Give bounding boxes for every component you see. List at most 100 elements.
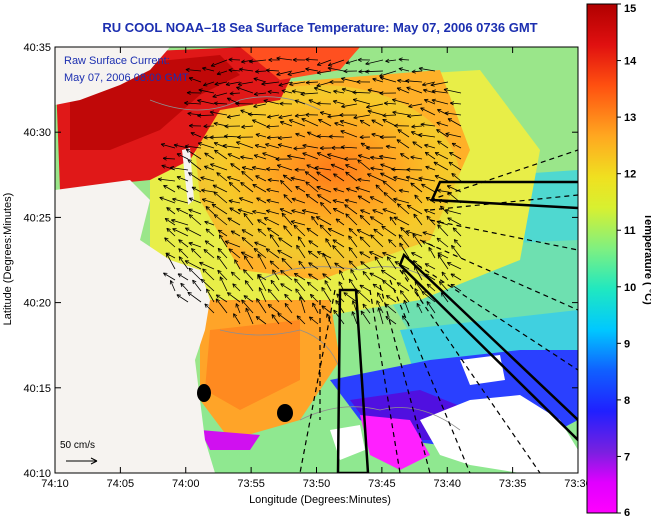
current-vector	[447, 185, 462, 193]
current-vector-head	[411, 124, 416, 129]
current-vector-head	[169, 280, 174, 285]
sst-field	[55, 47, 578, 473]
current-vector	[343, 292, 358, 303]
current-vector-head	[436, 237, 441, 242]
current-vector-head	[307, 250, 313, 255]
current-vector	[302, 209, 319, 215]
current-vector	[399, 242, 410, 259]
current-vector-head	[345, 213, 350, 218]
current-vector	[316, 103, 332, 105]
current-vector-head	[341, 77, 346, 82]
current-vector	[316, 216, 332, 226]
current-vector	[266, 125, 280, 128]
current-vector	[327, 228, 345, 237]
current-vector	[306, 164, 319, 171]
current-vector-head	[382, 208, 387, 213]
current-vector	[280, 283, 293, 292]
current-vector	[204, 303, 215, 314]
current-vector	[369, 251, 384, 259]
current-vector	[437, 224, 449, 237]
current-vector-head	[345, 171, 350, 176]
x-tick-label: 73:50	[303, 478, 331, 490]
current-vector	[176, 294, 189, 303]
current-vector-head	[255, 133, 260, 138]
current-vector	[365, 70, 384, 73]
current-vector	[384, 102, 397, 105]
current-vector-head	[251, 119, 257, 124]
current-vector-head	[447, 118, 453, 123]
current-vector-head	[171, 218, 176, 223]
current-vector	[269, 260, 280, 270]
current-vector-head	[184, 227, 190, 232]
current-vector-head	[377, 292, 381, 297]
current-vector-head	[444, 111, 449, 116]
current-vector	[333, 90, 345, 94]
current-vector	[392, 99, 410, 105]
current-vector-head	[243, 255, 248, 260]
current-vector	[254, 92, 267, 95]
current-vector-head	[287, 71, 292, 76]
current-vector-head	[451, 244, 456, 250]
current-vector	[241, 251, 254, 259]
current-vector-head	[267, 114, 272, 119]
current-vector-head	[344, 204, 349, 209]
colorbar-tick-label: 6	[624, 507, 630, 519]
current-vector-head	[295, 288, 300, 293]
current-vector-head	[365, 69, 370, 74]
y-tick-label: 40:10	[23, 468, 51, 480]
current-vector	[406, 176, 423, 182]
current-vector-head	[240, 155, 245, 160]
current-vector-head	[269, 234, 274, 239]
current-vector	[176, 185, 189, 193]
current-vector-head	[383, 192, 388, 197]
current-vector-head	[294, 167, 299, 172]
current-vector	[295, 133, 306, 138]
colorbar-tick-label: 14	[624, 56, 637, 68]
current-vector	[256, 197, 267, 204]
current-vector	[379, 77, 397, 83]
current-vector	[428, 247, 436, 259]
current-vector-head	[424, 209, 429, 213]
current-vector-head	[371, 119, 376, 124]
current-vector	[340, 146, 358, 149]
dashed-approach-lines	[299, 149, 578, 473]
current-vector-head	[392, 110, 397, 115]
current-vector	[367, 110, 384, 116]
current-vector	[276, 70, 293, 76]
current-vector-head	[178, 239, 183, 244]
current-vector-head	[357, 154, 363, 159]
current-vector	[210, 163, 228, 171]
current-vector-head	[295, 186, 300, 190]
inset-line-1: Raw Surface Current:	[64, 55, 170, 67]
current-vector	[252, 184, 267, 193]
colorbar-tick-label: 8	[624, 395, 630, 407]
current-vector	[296, 244, 306, 259]
current-vector	[407, 114, 423, 117]
current-vector-head	[268, 57, 273, 63]
current-vector-head	[426, 283, 432, 288]
current-vector	[418, 134, 436, 138]
current-vector-head	[405, 175, 411, 180]
current-vector	[371, 119, 384, 127]
current-vector-head	[276, 71, 281, 76]
current-vector	[412, 141, 423, 149]
current-vector	[334, 122, 345, 127]
current-vector-head	[296, 315, 301, 320]
current-vector-head	[276, 56, 281, 61]
current-vector	[340, 130, 358, 138]
current-vector-head	[280, 283, 285, 288]
current-vector-head	[306, 281, 312, 286]
current-vector-head	[374, 256, 379, 261]
current-vector	[448, 161, 462, 171]
current-vector	[269, 234, 280, 248]
colorbar-tick-label: 12	[624, 169, 636, 181]
current-vector	[202, 268, 215, 281]
current-vector-head	[437, 109, 442, 113]
current-vector-head	[332, 199, 337, 204]
current-vector	[410, 182, 423, 193]
current-vector-head	[279, 208, 285, 213]
current-vector	[264, 217, 280, 226]
current-vector	[203, 249, 215, 259]
current-vector-head	[327, 228, 333, 232]
current-vector	[267, 91, 280, 94]
